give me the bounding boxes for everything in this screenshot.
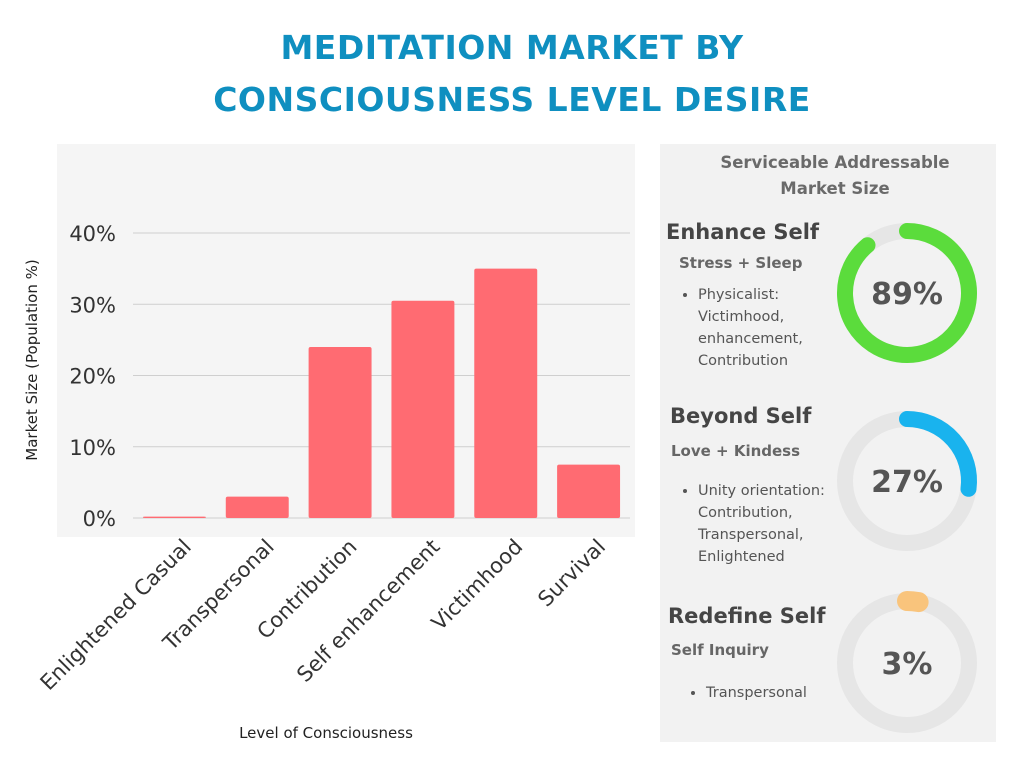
- segment-beyond-self-subtitle: Love + Kindess: [671, 442, 801, 460]
- donut-arc: [899, 411, 977, 497]
- panel-title: Serviceable Addressable Market Size: [660, 150, 1010, 202]
- segment-redefine-self-bullets: Transpersonal: [684, 682, 807, 704]
- donut-percent-label: 27%: [871, 465, 943, 500]
- bar: [308, 347, 372, 518]
- donut-percent-label: 3%: [882, 647, 933, 682]
- x-tick-label: Enlightened Casual: [36, 535, 196, 695]
- segment-beyond-self-bullets: Unity orientation: Contribution, Transpe…: [676, 480, 825, 568]
- donut-redefine-self: 3%: [837, 591, 977, 733]
- y-tick-label: 20%: [69, 365, 116, 389]
- title-line-1: MEDITATION MARKET BY: [280, 28, 744, 67]
- segment-enhance-self-title: Enhance Self: [666, 220, 820, 244]
- y-tick-labels: 0% 10% 20% 30% 40%: [69, 222, 116, 531]
- bullet-line: Unity orientation:: [698, 483, 825, 499]
- segment-redefine-self-subtitle: Self Inquiry: [671, 641, 769, 659]
- y-axis-title: Market Size (Population %): [23, 259, 41, 460]
- bullet-item: Physicalist: Victimhood, enhancement, Co…: [698, 284, 803, 372]
- donut-arc: [837, 223, 977, 363]
- bullet-line: Contribution: [698, 353, 789, 369]
- bar: [225, 496, 289, 518]
- segment-enhance-self-subtitle: Stress + Sleep: [679, 254, 803, 272]
- bullet-line: Transpersonal: [706, 685, 807, 701]
- panel-title-line-2: Market Size: [780, 179, 890, 198]
- bullet-line: Physicalist:: [698, 287, 780, 303]
- bar: [557, 464, 621, 518]
- donut-percent-label: 89%: [871, 277, 943, 312]
- x-tick-label: Self enhancement: [292, 535, 444, 687]
- bar: [391, 300, 455, 518]
- y-tick-label: 0%: [83, 507, 116, 531]
- bullet-line: Contribution,: [698, 505, 793, 521]
- bar: [142, 516, 206, 518]
- y-tick-label: 10%: [69, 436, 116, 460]
- panel-title-line-1: Serviceable Addressable: [720, 153, 950, 172]
- y-tick-label: 30%: [69, 293, 116, 317]
- x-tick-labels: Enlightened CasualTranspersonalContribut…: [36, 535, 611, 695]
- bullet-line: Transpersonal,: [698, 527, 804, 543]
- page-title: MEDITATION MARKET BY CONSCIOUSNESS LEVEL…: [0, 22, 1024, 126]
- donut-beyond-self: 27%: [837, 411, 977, 551]
- y-tick-label: 40%: [69, 222, 116, 246]
- x-tick-label: Survival: [533, 535, 610, 612]
- bar: [474, 268, 538, 518]
- donut-arc: [897, 591, 929, 613]
- bullet-line: enhancement,: [698, 331, 803, 347]
- donut-enhance-self: 89%: [837, 223, 977, 363]
- segment-beyond-self-title: Beyond Self: [670, 404, 812, 428]
- bullet-line: Victimhood,: [698, 309, 785, 325]
- segment-redefine-self-title: Redefine Self: [668, 604, 826, 628]
- title-line-2: CONSCIOUSNESS LEVEL DESIRE: [213, 80, 811, 119]
- bullet-item: Unity orientation: Contribution, Transpe…: [698, 480, 825, 568]
- bars: [142, 268, 621, 518]
- bullet-line: Enlightened: [698, 549, 785, 565]
- bullet-item: Transpersonal: [706, 682, 807, 704]
- grid-lines: [133, 232, 630, 519]
- bar-chart: 0% 10% 20% 30% 40% Enlightened CasualTranspe…: [23, 222, 630, 742]
- segment-enhance-self-bullets: Physicalist: Victimhood, enhancement, Co…: [676, 284, 803, 372]
- x-axis-title: Level of Consciousness: [239, 724, 413, 742]
